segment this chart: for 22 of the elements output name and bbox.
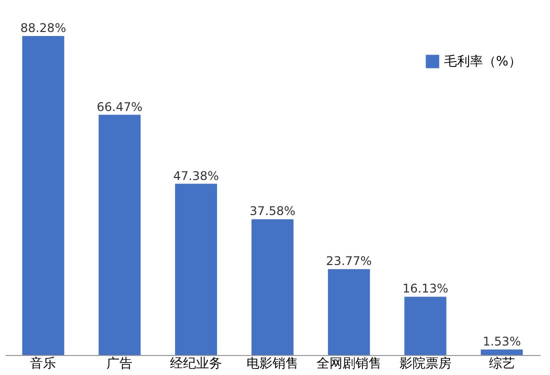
data-label: 1.53%: [482, 334, 521, 348]
bar: [175, 184, 218, 355]
x-tick-label: 音乐: [30, 356, 56, 372]
bar: [98, 114, 141, 355]
bar: [328, 269, 370, 355]
bar: [22, 36, 64, 355]
x-tick-label: 影院票房: [399, 356, 452, 372]
x-tick-label: 电影销售: [246, 356, 298, 372]
data-label: 16.13%: [402, 282, 448, 296]
data-label: 37.58%: [250, 204, 296, 218]
x-tick-label: 全网剧销售: [316, 356, 382, 372]
data-label: 66.47%: [96, 100, 143, 114]
data-label: 23.77%: [326, 254, 372, 268]
bar: [480, 349, 523, 355]
x-tick-label: 经纪业务: [170, 356, 222, 372]
x-tick-label: 综艺: [488, 356, 515, 372]
legend-label: 毛利率（%）: [444, 54, 522, 70]
bar: [252, 219, 294, 355]
x-tick-label: 广告: [106, 356, 133, 372]
bar: [404, 296, 446, 355]
data-label: 47.38%: [173, 168, 219, 183]
data-label: 88.28%: [20, 21, 66, 35]
